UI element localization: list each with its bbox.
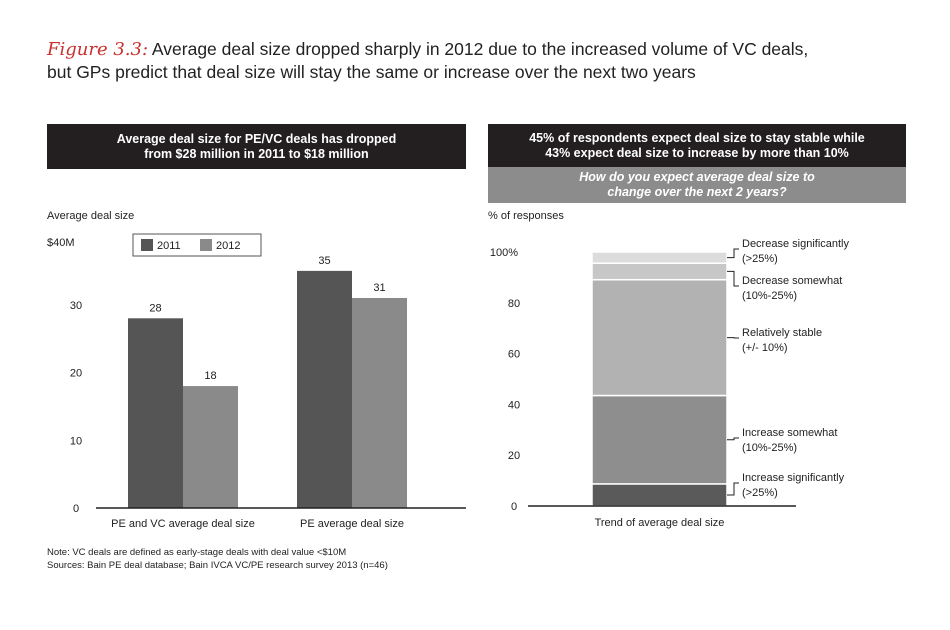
stacked-segment-0 <box>591 483 728 507</box>
right-subbanner-line-1: How do you expect average deal size to <box>579 170 815 184</box>
segment-sublabel-1: (10%-25%) <box>742 442 797 454</box>
segment-connector-0 <box>727 482 739 496</box>
bar-2011-0 <box>128 318 183 508</box>
bar-2011-1 <box>297 270 352 508</box>
right-y-axis-label: % of responses <box>488 210 564 222</box>
right-y-tick-label: 20 <box>508 450 520 462</box>
segment-label-0: Increase significantly <box>742 472 845 484</box>
figure-label: Figure 3.3: <box>47 39 149 60</box>
bar-value-label: 35 <box>318 255 330 267</box>
left-y-tick-label: 10 <box>70 435 82 447</box>
segment-sublabel-3: (10%-25%) <box>742 290 797 302</box>
legend-swatch-2012 <box>200 239 212 251</box>
stacked-segment-3 <box>591 262 728 281</box>
right-y-tick-label: 40 <box>508 399 520 411</box>
left-chart-banner: Average deal size for PE/VC deals has dr… <box>47 124 466 169</box>
stacked-segment-2 <box>591 278 728 397</box>
segment-sublabel-2: (+/- 10%) <box>742 342 788 354</box>
legend-label-2012: 2012 <box>216 240 240 252</box>
right-y-tick-label: 80 <box>508 298 520 310</box>
segment-label-2: Relatively stable <box>742 327 822 339</box>
segment-sublabel-4: (>25%) <box>742 253 778 265</box>
right-banner-line-1: 45% of respondents expect deal size to s… <box>529 130 865 145</box>
segment-label-3: Decrease somewhat <box>742 275 842 287</box>
legend-swatch-2011 <box>141 239 153 251</box>
bar-value-label: 28 <box>149 302 161 314</box>
right-banner-line-2: 43% expect deal size to increase by more… <box>545 145 849 160</box>
left-y-tick-label: 0 <box>73 503 79 515</box>
bar-value-label: 31 <box>373 282 385 294</box>
left-y-axis-label: Average deal size <box>47 210 134 222</box>
segment-label-4: Decrease significantly <box>742 238 849 250</box>
title-line-2: but GPs predict that deal size will stay… <box>47 62 696 82</box>
left-x-category-label: PE average deal size <box>300 518 404 530</box>
footnotes: Note: VC deals are defined as early-stag… <box>47 546 388 572</box>
stacked-segment-4 <box>591 251 728 264</box>
legend-label-2011: 2011 <box>157 240 181 252</box>
right-subbanner-line-2: change over the next 2 years? <box>607 185 787 199</box>
segment-connector-3 <box>727 270 739 287</box>
bar-2012-1 <box>352 297 407 508</box>
stacked-segment-1 <box>591 394 728 485</box>
right-y-tick-label: 60 <box>508 349 520 361</box>
note-line: Note: VC deals are defined as early-stag… <box>47 547 347 558</box>
segment-label-1: Increase somewhat <box>742 427 837 439</box>
left-banner-line-1: Average deal size for PE/VC deals has dr… <box>116 131 397 146</box>
segment-connector-4 <box>727 248 739 259</box>
right-x-category-label: Trend of average deal size <box>595 517 725 529</box>
sources-line: Sources: Bain PE deal database; Bain IVC… <box>47 560 388 571</box>
left-banner-line-2: from $28 million in 2011 to $18 million <box>144 146 369 161</box>
left-y-tick-label: 30 <box>70 300 82 312</box>
segment-sublabel-0: (>25%) <box>742 487 778 499</box>
left-x-category-label: PE and VC average deal size <box>111 518 255 530</box>
left-y-tick-label: 20 <box>70 368 82 380</box>
title-line-1: Average deal size dropped sharply in 201… <box>148 39 809 59</box>
right-chart-banner: 45% of respondents expect deal size to s… <box>488 124 906 167</box>
right-chart-subbanner: How do you expect average deal size to c… <box>488 167 906 203</box>
right-y-tick-label: 0 <box>511 501 517 513</box>
bar-2012-0 <box>183 386 238 508</box>
legend-box <box>132 233 262 257</box>
figure-title: Figure 3.3: Average deal size dropped sh… <box>47 38 927 84</box>
right-y-top-label: 100% <box>490 247 518 259</box>
left-y-top-label: $40M <box>47 237 75 249</box>
bar-value-label: 18 <box>204 370 216 382</box>
segment-connector-1 <box>727 437 739 441</box>
